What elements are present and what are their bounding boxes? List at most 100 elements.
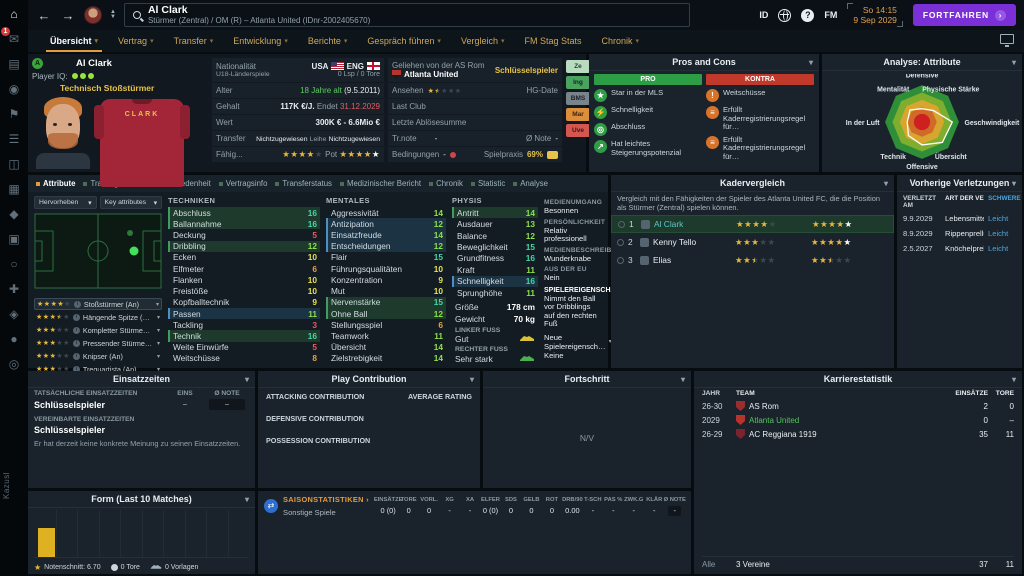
attribute-name: Zielstrebigkeit: [331, 353, 383, 364]
avatar-switch-icon[interactable]: ▲ ▼: [110, 9, 116, 20]
chevron-down-icon[interactable]: ▾: [680, 374, 685, 384]
season-stats-icon[interactable]: ⇄: [264, 499, 278, 513]
star-icon: ★: [759, 236, 767, 247]
tactics-icon[interactable]: ☰: [8, 132, 20, 146]
subtab-label: Chronik: [436, 179, 463, 188]
finances-icon[interactable]: ◈: [9, 307, 19, 321]
highlight-dropdown[interactable]: Hervorheben ▾: [34, 196, 97, 209]
star-icon: ★: [594, 89, 607, 102]
subtab-attribute[interactable]: Attribute: [36, 179, 75, 188]
career-row[interactable]: 2029 Atlanta United 0 –: [702, 413, 1014, 427]
star-icon: ★: [42, 313, 50, 321]
home-icon[interactable]: ⌂: [10, 7, 18, 21]
subtab-transferstatus[interactable]: Transferstatus: [275, 179, 332, 188]
chevron-down-icon[interactable]: ▾: [1011, 57, 1016, 67]
subtab-analyse[interactable]: Analyse: [513, 179, 548, 188]
attribute-name: Weitschüsse: [173, 353, 220, 364]
role-row[interactable]: ★ ★ ★ ★ ★ i Kompletter Stürme… ▾: [34, 324, 162, 336]
news-icon[interactable]: ▤: [8, 57, 20, 71]
training-icon[interactable]: ◫: [8, 157, 20, 171]
star-icon: ★: [42, 326, 50, 334]
transfers-icon[interactable]: ▣: [8, 232, 20, 246]
tab--bersicht[interactable]: Übersicht ▾: [40, 30, 108, 52]
attribute-value: 14: [433, 230, 443, 241]
detail-row: Transfer Nichtzugewiesen Leihe Nichtzugew…: [212, 131, 384, 146]
subtab-chronik[interactable]: Chronik: [429, 179, 463, 188]
star-icon: ★: [836, 218, 844, 229]
role-row[interactable]: ★ ★ ★ ★ ★ i Stoßstürmer (An) ▾: [34, 298, 162, 310]
kontra-item: ! Weitschüsse: [706, 88, 814, 102]
chevron-down-icon[interactable]: ▾: [1011, 374, 1016, 384]
squad-icon[interactable]: ⚑: [8, 107, 20, 121]
squad-comparison-row[interactable]: 3 Elias ★ ★ ★ ★ ★ ★ ★ ★ ★ ★: [611, 251, 894, 269]
chart-gridline: [141, 510, 143, 557]
chevron-down-icon[interactable]: ▾: [1011, 178, 1016, 188]
subtab-statistic[interactable]: Statistic: [470, 179, 505, 188]
tab-berichte[interactable]: Berichte ▾: [298, 30, 358, 52]
role-row[interactable]: ★ ★ ★ ★ ★ i Hängende Spitze (… ▾: [34, 311, 162, 323]
tab-transfer[interactable]: Transfer ▾: [164, 30, 224, 52]
squad-comparison-row[interactable]: 2 Kenny Tello ★ ★ ★ ★ ★ ★ ★ ★ ★ ★: [611, 233, 894, 251]
profile-icon[interactable]: ◉: [8, 82, 20, 96]
tab-gespr-ch-f-hren[interactable]: Gespräch führen ▾: [357, 30, 451, 52]
role-row[interactable]: ★ ★ ★ ★ ★ i Pressender Stürme… ▾: [34, 337, 162, 349]
career-row[interactable]: 26-30 AS Rom 2 0: [702, 399, 1014, 413]
back-icon[interactable]: ←: [37, 7, 51, 23]
key-attributes-dropdown[interactable]: Key attributes ▾: [99, 196, 162, 209]
star-icon: ★: [56, 313, 63, 321]
career-row[interactable]: 26-29 AC Reggiana 1919 35 11: [702, 427, 1014, 441]
chevron-down-icon[interactable]: ▾: [469, 374, 474, 384]
tab-entwicklung[interactable]: Entwicklung ▾: [223, 30, 298, 52]
subtab-vertragsinfo[interactable]: Vertragsinfo: [218, 179, 267, 188]
squad-comparison-row[interactable]: 1 Al Clark ★ ★ ★ ★ ★ ★ ★ ★ ★ ★: [611, 215, 894, 234]
fm-icon[interactable]: FM: [824, 10, 838, 20]
star-icon: ★: [339, 149, 347, 159]
new-traits-dropdown[interactable]: Neue Spielereigensch…▾: [544, 333, 612, 351]
season-stats-link[interactable]: SAISONSTATISTIKEN ›: [283, 495, 369, 504]
growth-icon: ↗: [594, 140, 607, 153]
chevron-down-icon[interactable]: ▾: [244, 374, 249, 384]
globe-icon[interactable]: [778, 8, 792, 22]
competition-icon[interactable]: ◆: [9, 207, 19, 221]
inbox-icon[interactable]: ✉ 1: [1, 27, 22, 47]
player-search-header[interactable]: Al Clark Stürmer (Zentral) / OM (R) – At…: [123, 3, 690, 27]
role-row[interactable]: ★ ★ ★ ★ ★ i Trequartista (An) ▾: [34, 363, 162, 375]
schedule-icon[interactable]: ▦: [8, 182, 20, 196]
attribute-value: 10: [433, 286, 443, 297]
tab-label: Übersicht: [50, 36, 92, 46]
tab-chronik[interactable]: Chronik ▾: [592, 30, 650, 52]
chevron-down-icon[interactable]: ▾: [808, 57, 813, 67]
role-row[interactable]: ★ ★ ★ ★ ★ i Knipser (An) ▾: [34, 350, 162, 362]
attribute-name: Ballannahme: [173, 218, 222, 229]
season-stat-value: 0: [549, 505, 554, 515]
loan-club-row: Geliehen von der AS Rom Atlanta United Sch…: [388, 58, 562, 82]
scouting-icon[interactable]: ○: [10, 257, 18, 271]
tab-fm-stag-stats[interactable]: FM Stag Stats: [514, 30, 591, 52]
chart-gridline: [55, 510, 57, 557]
world-icon[interactable]: ●: [10, 332, 18, 346]
mini-tab-mar[interactable]: Mar: [566, 108, 590, 121]
manager-avatar[interactable]: [84, 6, 102, 24]
id-icon[interactable]: ID: [759, 10, 769, 20]
ability-label: Fähig...: [216, 150, 243, 159]
settings-icon[interactable]: ◎: [8, 357, 20, 371]
forward-icon[interactable]: →: [61, 7, 75, 23]
mini-tab-uve[interactable]: Uve: [566, 124, 590, 137]
mini-tab-ing[interactable]: Ing: [566, 76, 590, 89]
chevron-down-icon[interactable]: ▾: [244, 494, 249, 504]
detail-row: Alter 18 Jahre alt (9.5.2011): [212, 83, 384, 98]
subtab-medizinischer-bericht[interactable]: Medizinischer Bericht: [339, 179, 421, 188]
tab-vergleich[interactable]: Vergleich ▾: [451, 30, 515, 52]
chevron-down-icon[interactable]: ▾: [883, 178, 888, 188]
mini-tab-ze[interactable]: Ze: [566, 60, 590, 73]
tab-vertrag[interactable]: Vertrag ▾: [108, 30, 164, 52]
help-icon[interactable]: ?: [801, 8, 815, 22]
role-stars: ★ ★ ★ ★ ★: [37, 301, 71, 308]
continue-button[interactable]: FORTFAHREN ›: [912, 4, 1016, 26]
monitor-icon[interactable]: [1000, 34, 1014, 47]
mini-tab-bms[interactable]: BMS: [566, 92, 590, 105]
new-traits-value: Keine: [544, 350, 564, 360]
target-icon: ◎: [594, 123, 607, 136]
player-card: A Al Clark Player IQ: Technisch Stoßstür…: [32, 58, 208, 187]
club-icon[interactable]: ✚: [8, 282, 20, 296]
